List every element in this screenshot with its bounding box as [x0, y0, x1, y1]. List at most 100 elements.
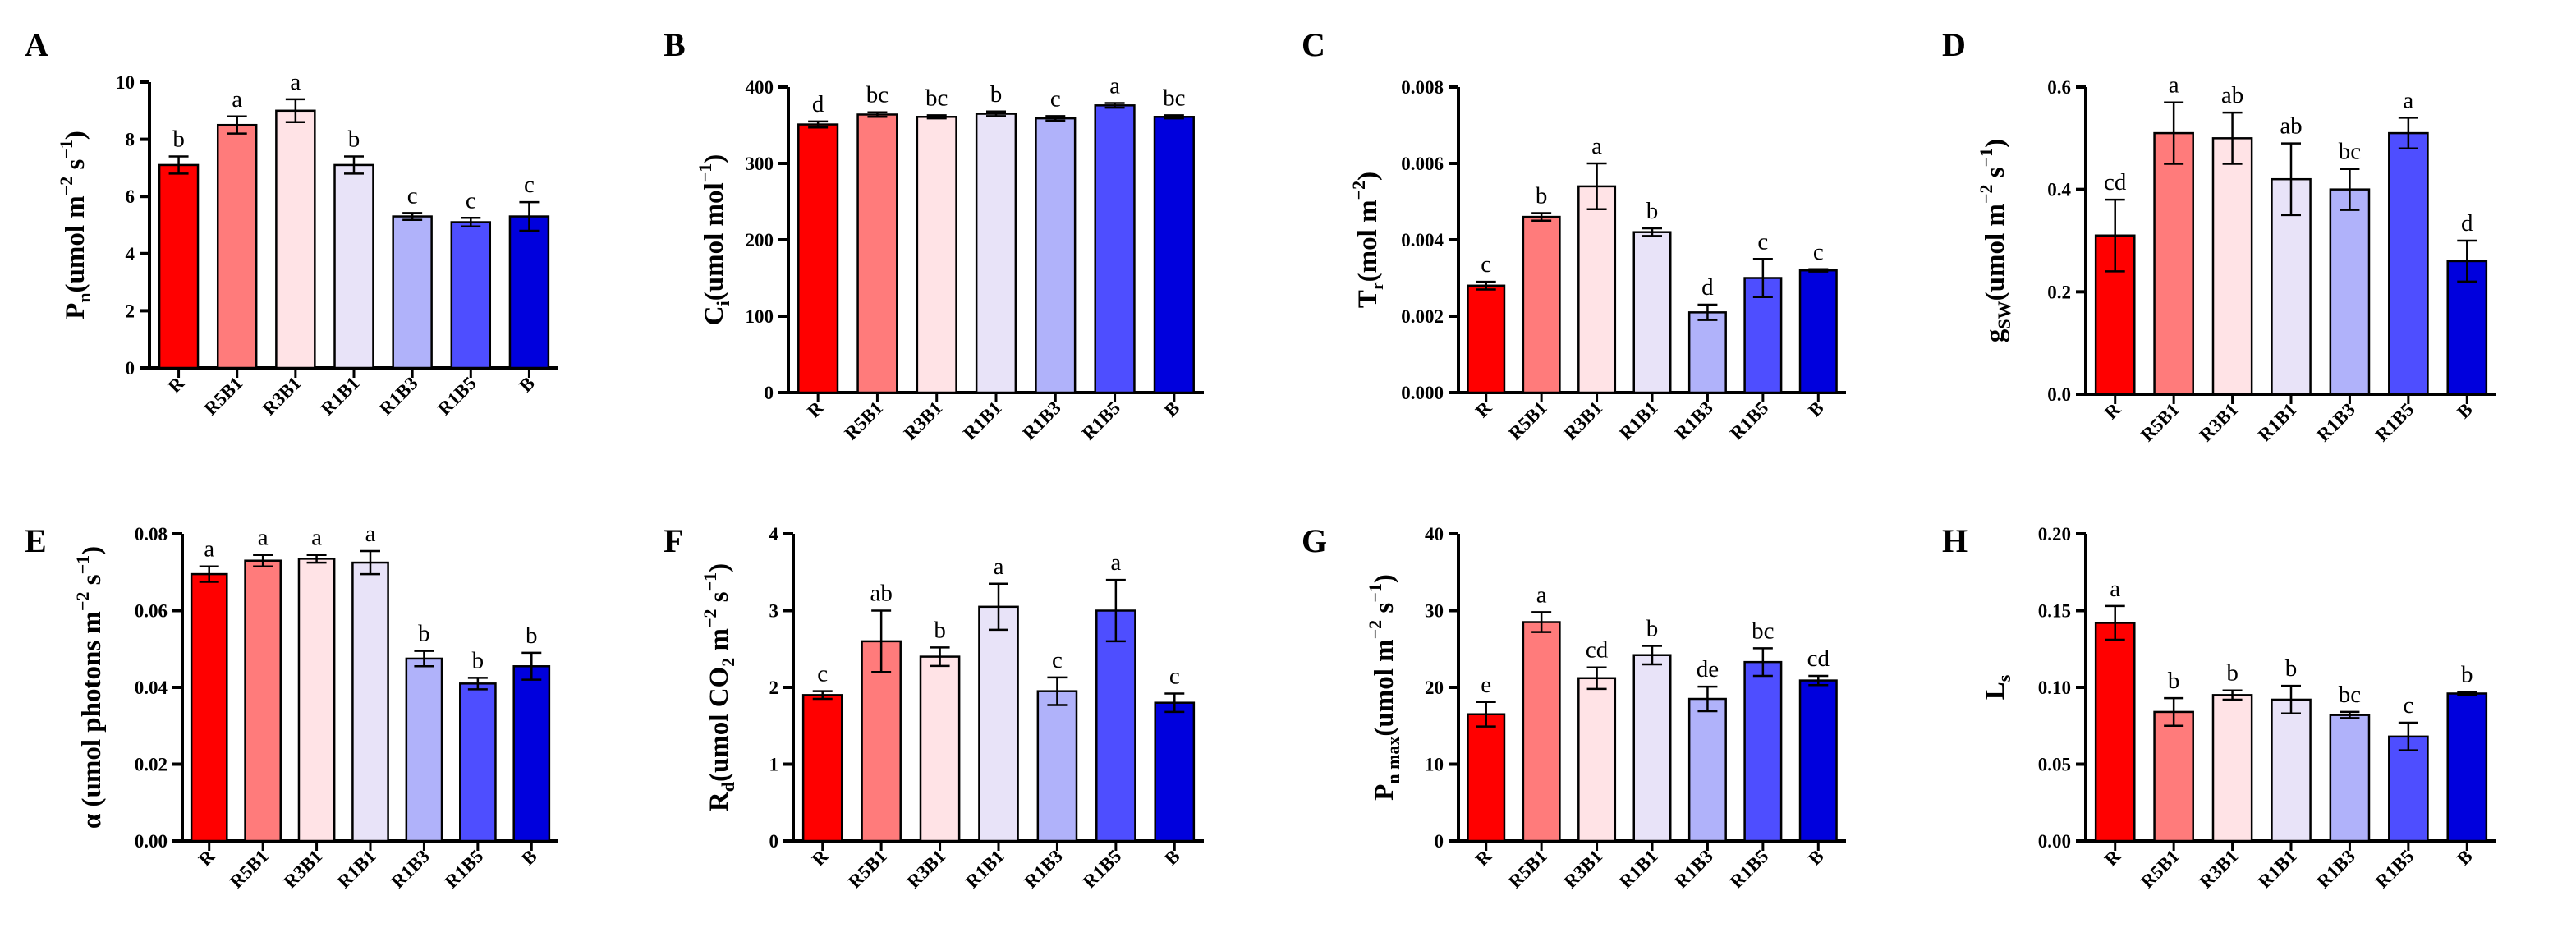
bar-R1B3	[405, 657, 443, 843]
x-tick-label: R3B1	[1560, 397, 1607, 444]
x-tick-label: R5B1	[840, 397, 887, 444]
bar-R1B5	[1094, 104, 1136, 394]
bar-R1B1	[351, 561, 389, 843]
bar-R1B1	[1632, 654, 1672, 843]
bar-B	[1798, 679, 1838, 843]
x-tick-label: R1B1	[333, 846, 380, 893]
x-tick-label: R3B1	[900, 397, 947, 444]
x-tick-label: R3B1	[259, 373, 305, 420]
significance-letter: b	[1536, 182, 1548, 209]
bar-B	[2446, 692, 2488, 843]
significance-letter: c	[1050, 85, 1061, 112]
y-tick-label: 0.06	[135, 601, 168, 622]
x-tick-label: R	[2101, 846, 2125, 871]
bar-R1B5	[1095, 609, 1136, 843]
x-tick-label: R1B3	[375, 373, 422, 420]
bar-R1B1	[333, 163, 374, 370]
x-tick-label: B	[1160, 397, 1184, 421]
x-tick-label: R3B1	[280, 846, 327, 893]
significance-letter: b	[934, 617, 946, 643]
significance-letter: a	[2110, 576, 2120, 602]
significance-letter: b	[990, 81, 1003, 108]
panel-letter: C	[1302, 26, 1325, 63]
panel-A: A 0 2 4 6 8 10 Pn(umol m−2 s−1) b Ra R5B1 a R3B1 b R1B…	[25, 26, 558, 419]
y-tick-label: 40	[1425, 524, 1444, 544]
bar-R5B1	[856, 113, 898, 394]
y-tick-label: 0.0	[2047, 384, 2071, 405]
bar-R1B5	[2388, 131, 2429, 396]
x-tick-label: R1B1	[2254, 399, 2301, 446]
bar-R1B5	[459, 682, 497, 843]
significance-letter: de	[1697, 656, 1719, 682]
significance-letter: b	[418, 621, 430, 647]
significance-letter: a	[258, 525, 269, 551]
x-tick-label: R1B3	[1670, 397, 1717, 444]
bar-R1B5	[1743, 660, 1783, 843]
y-tick-label: 0.002	[1401, 306, 1444, 327]
significance-letter: bc	[925, 85, 948, 111]
y-tick-label: 0.006	[1401, 154, 1444, 174]
bar-R3B1	[2211, 694, 2253, 843]
x-tick-label: B	[1160, 846, 1184, 870]
significance-letter: ab	[870, 581, 892, 607]
bar-R5B1	[861, 640, 902, 843]
significance-letter: d	[812, 91, 824, 117]
x-tick-label: R1B1	[962, 846, 1008, 893]
bar-R1B1	[1632, 231, 1672, 394]
panel-letter: D	[1942, 26, 1966, 63]
x-tick-label: R1B5	[434, 373, 480, 420]
panel-G: G 0 10 20 30 40 Pn max(umol m−2 s−1) e Ra R5B1 cd R…	[1302, 522, 1846, 892]
significance-letter: b	[1646, 198, 1659, 224]
bar-R1B1	[978, 605, 1019, 843]
bar-R1B5	[450, 221, 492, 370]
significance-letter: bc	[1163, 85, 1185, 111]
x-tick-label: R	[803, 397, 828, 422]
bar-R1B1	[2271, 698, 2312, 843]
y-tick-label: 0.6	[2047, 77, 2071, 98]
significance-letter: c	[1052, 647, 1063, 673]
panel-C: C 0.000 0.002 0.004 0.006 0.008 Tr(mol m−2) c Rb…	[1302, 26, 1846, 443]
y-tick-label: 100	[746, 306, 774, 327]
y-axis-label: Pn(umol m−2 s−1)	[56, 131, 94, 319]
x-tick-label: R1B5	[1726, 397, 1773, 444]
significance-letter: b	[172, 126, 185, 152]
y-tick-label: 0.08	[135, 524, 168, 544]
y-tick-label: 0	[1435, 831, 1444, 852]
x-tick-label: R1B5	[1079, 846, 1126, 893]
bar-R5B1	[216, 123, 258, 370]
significance-letter: a	[2403, 87, 2413, 113]
significance-letter: c	[1481, 251, 1491, 278]
bar-R1B3	[1687, 697, 1727, 843]
x-tick-label: R1B1	[1615, 846, 1662, 893]
x-tick-label: B	[1804, 846, 1828, 870]
bar-R3B1	[297, 558, 336, 843]
significance-letter: ab	[2221, 82, 2243, 108]
bar-R	[190, 572, 228, 843]
x-tick-label: R3B1	[2196, 399, 2243, 446]
bar-R1B5	[2388, 735, 2429, 843]
bar-R1B3	[2329, 188, 2371, 396]
x-tick-label: R5B1	[2137, 846, 2183, 893]
significance-letter: cd	[1586, 637, 1609, 664]
bar-R	[1467, 713, 1506, 843]
y-tick-label: 0.10	[2038, 678, 2071, 698]
significance-letter: a	[365, 521, 376, 547]
significance-letter: bc	[1752, 618, 1774, 644]
x-tick-label: R5B1	[844, 846, 891, 893]
y-tick-label: 20	[1425, 678, 1444, 698]
significance-letter: ab	[2280, 113, 2302, 140]
bar-R3B1	[1577, 677, 1617, 843]
y-tick-label: 0.00	[2038, 831, 2071, 852]
y-tick-label: 0.00	[135, 831, 168, 852]
panel-H: H 0.00 0.05 0.10 0.15 0.20 Ls a Rb R5B1 b R3B1 b R1B1…	[1942, 522, 2496, 892]
bar-R1B3	[1035, 117, 1077, 394]
x-tick-label: R	[2101, 399, 2125, 424]
y-tick-label: 10	[1425, 755, 1444, 775]
x-tick-label: R1B3	[1020, 846, 1067, 893]
y-axis-label: Ls	[1981, 674, 2014, 700]
significance-letter: c	[1813, 239, 1824, 265]
bar-R	[2094, 622, 2136, 843]
y-tick-label: 8	[126, 130, 135, 150]
x-tick-label: R1B5	[2372, 399, 2418, 446]
